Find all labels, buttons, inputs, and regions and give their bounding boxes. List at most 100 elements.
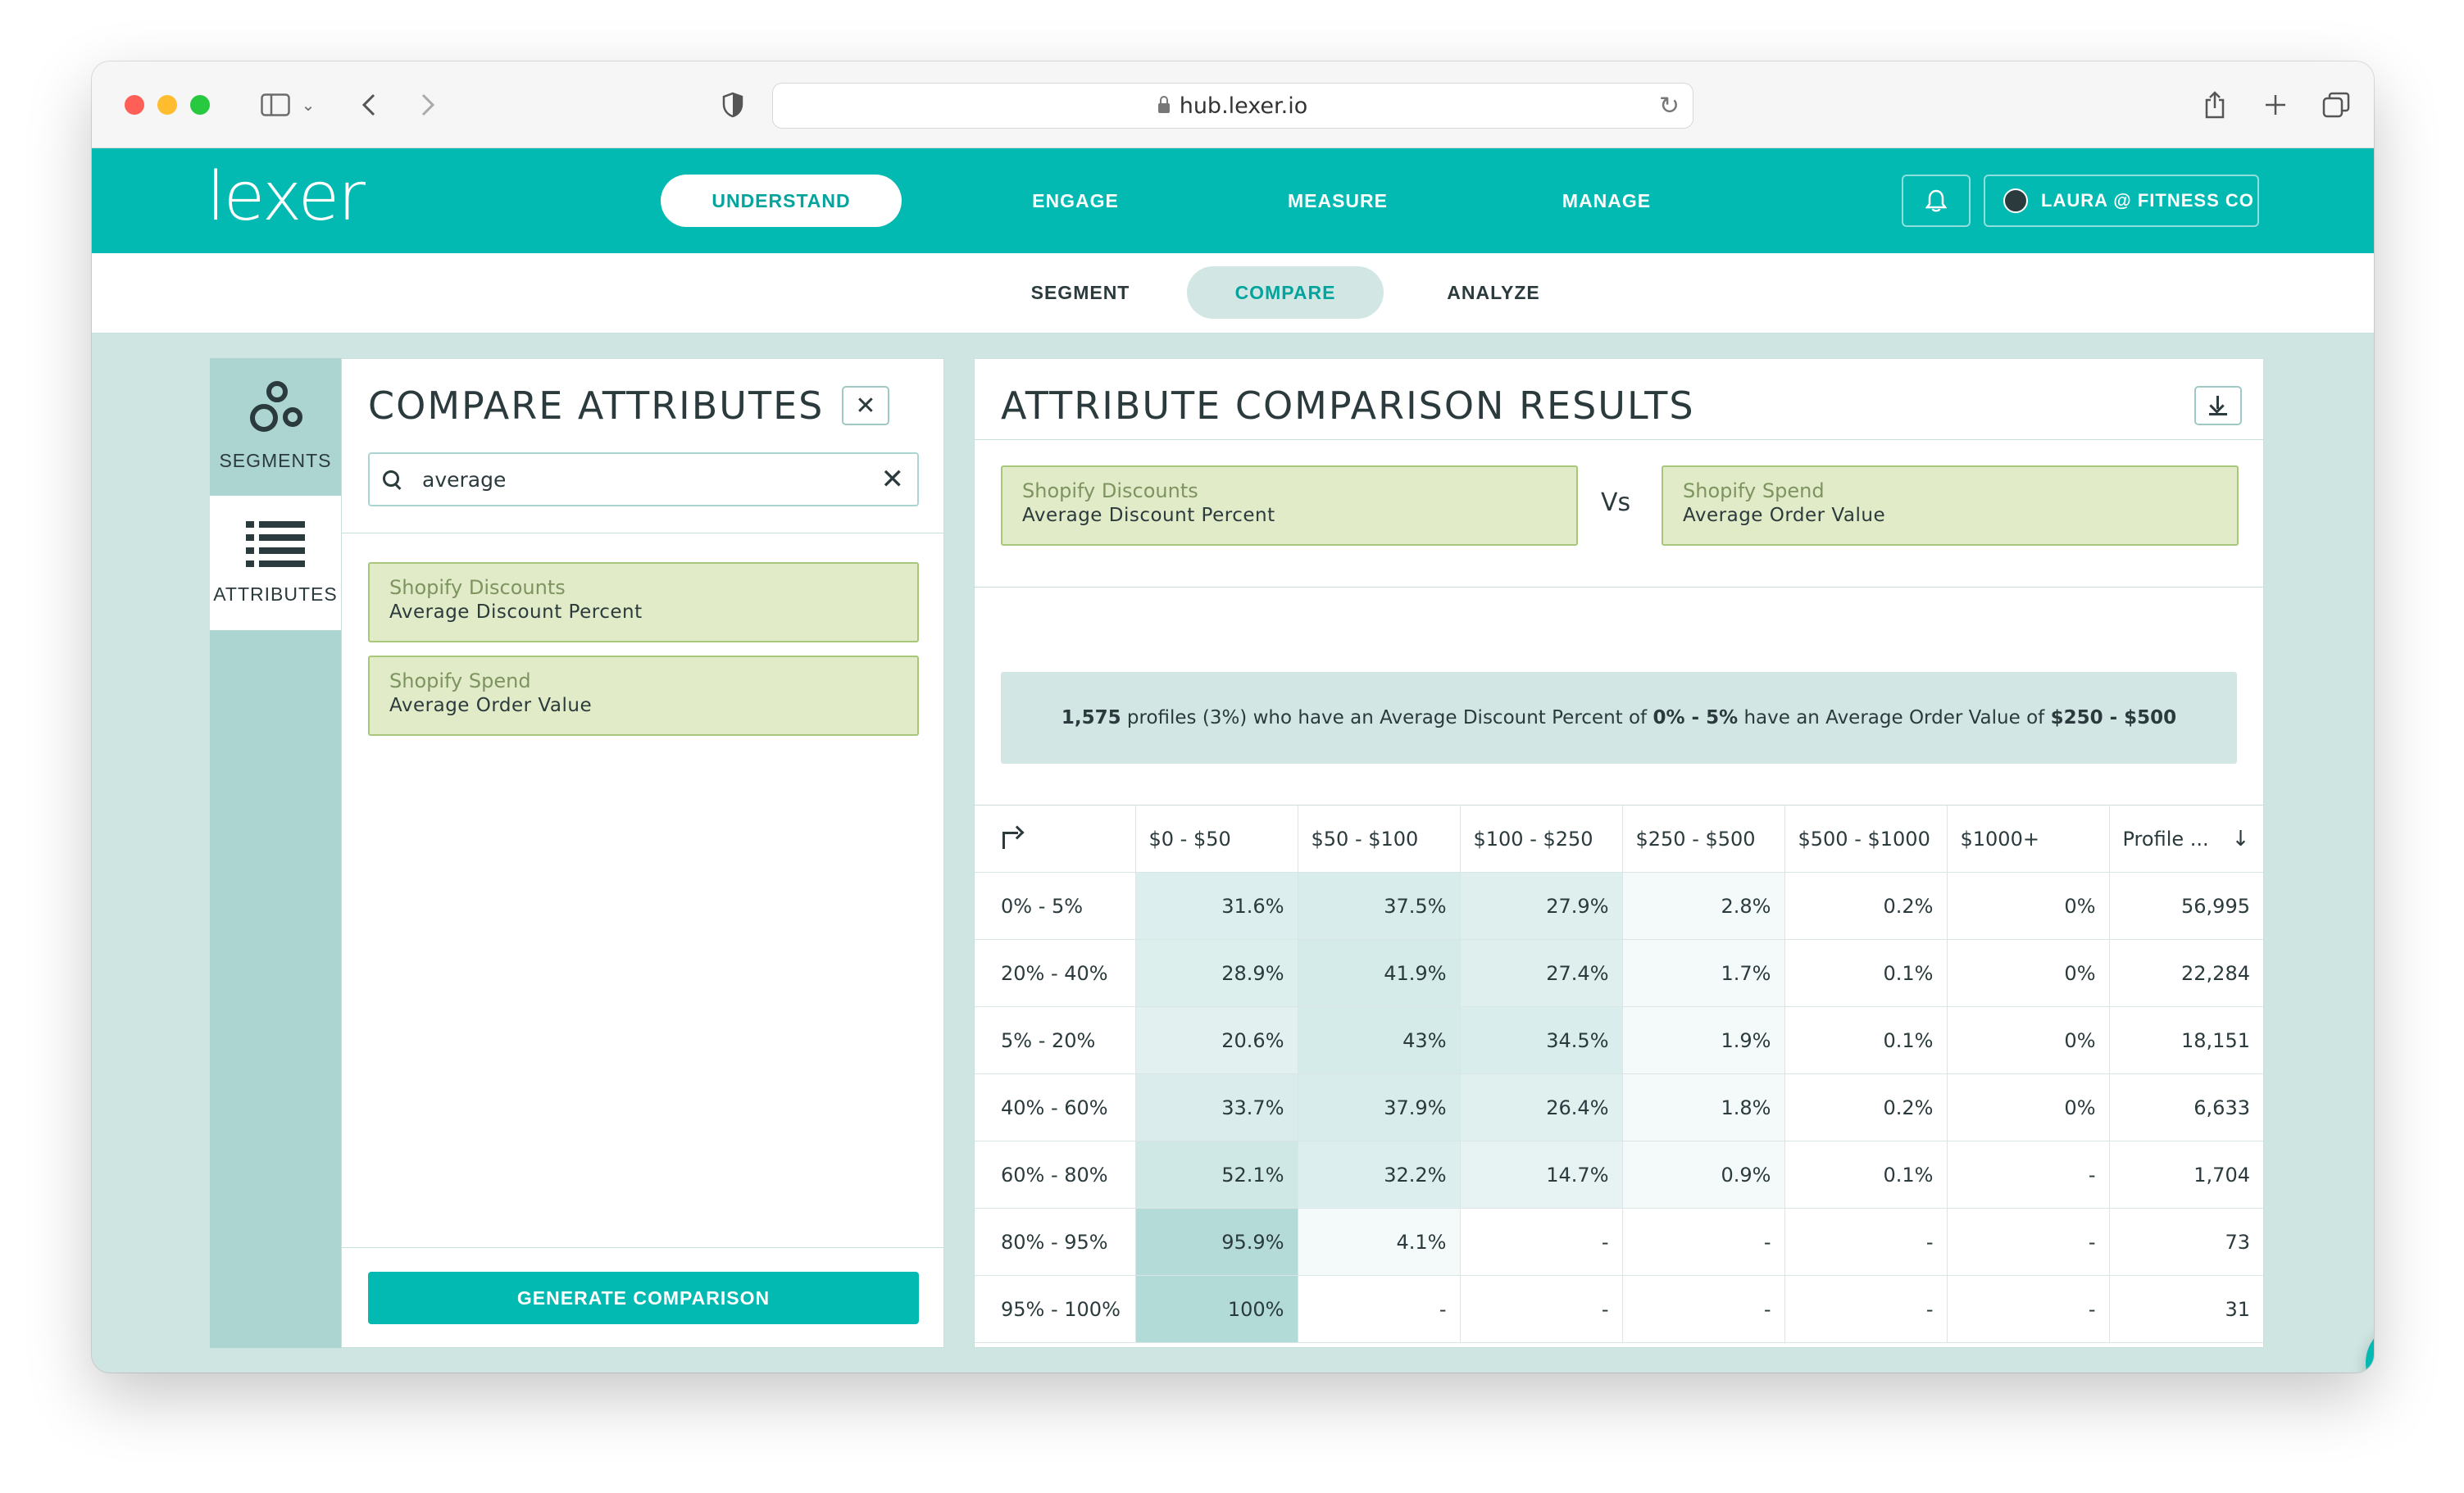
tab-analyze[interactable]: ANALYZE [1447,281,1540,303]
table-cell[interactable]: 0.1% [1784,939,1948,1007]
profile-column-header[interactable]: Profile ... ↓ [2109,805,2263,873]
nav-measure[interactable]: MEASURE [1287,189,1388,211]
table-cell[interactable]: 14.7% [1460,1141,1623,1209]
table-cell[interactable]: 0% [1947,939,2110,1007]
row-label: 95% - 100% [975,1275,1136,1343]
table-cell[interactable]: 37.9% [1298,1073,1461,1141]
sort-down-icon: ↓ [2231,826,2250,851]
column-header[interactable]: $100 - $250 [1460,805,1623,873]
sidebar-toggle-icon[interactable] [256,86,295,124]
table-cell[interactable]: 1.8% [1622,1073,1785,1141]
tab-segment[interactable]: SEGMENT [1030,281,1130,303]
forward-icon[interactable] [411,86,444,124]
table-cell[interactable]: 26.4% [1460,1073,1623,1141]
summary-text: have an Average Order Value of [1738,707,2051,728]
table-cell[interactable]: 31.6% [1135,872,1298,940]
table-cell[interactable]: - [1947,1208,2110,1276]
row-label: 40% - 60% [975,1073,1136,1141]
table-cell[interactable]: 0.2% [1784,872,1948,940]
table-cell[interactable]: - [1622,1275,1785,1343]
close-panel-button[interactable]: ✕ [842,386,889,425]
table-cell[interactable]: 33.7% [1135,1073,1298,1141]
table-cell[interactable]: 4.1% [1298,1208,1461,1276]
divider [975,439,2263,440]
table-cell[interactable]: 41.9% [1298,939,1461,1007]
nav-engage[interactable]: ENGAGE [1032,189,1119,211]
table-cell[interactable]: 1.9% [1622,1006,1785,1074]
back-icon[interactable] [352,86,385,124]
download-button[interactable] [2194,386,2242,425]
row-label: 5% - 20% [975,1006,1136,1074]
user-menu-button[interactable]: LAURA @ FITNESS CO [1984,175,2259,227]
notifications-button[interactable] [1902,175,1971,227]
table-cell[interactable]: - [1298,1275,1461,1343]
summary-text: profiles (3%) who have an Average Discou… [1121,707,1653,728]
generate-comparison-button[interactable]: GENERATE COMPARISON [368,1272,919,1324]
address-bar[interactable]: hub.lexer.io ↻ [772,83,1693,129]
column-header[interactable]: $50 - $100 [1298,805,1461,873]
table-cell[interactable]: 52.1% [1135,1141,1298,1209]
table-cell[interactable]: 0.9% [1622,1141,1785,1209]
table-row: 40% - 60% 33.7% 37.9% 26.4% 1.8% 0.2% 0% 6,633 [975,1073,2263,1141]
summary-range-order: $250 - $500 [2050,707,2177,728]
tab-compare[interactable]: COMPARE [1187,266,1384,319]
chat-support-button[interactable] [2366,1323,2374,1373]
row-label: 0% - 5% [975,872,1136,940]
selected-attribute-card[interactable]: Shopify Discounts Average Discount Perce… [368,562,919,642]
table-cell[interactable]: 95.9% [1135,1208,1298,1276]
table-cell[interactable]: - [1460,1208,1623,1276]
segments-icon [247,379,304,437]
sidebar-item-attributes[interactable]: ATTRIBUTES [210,496,341,630]
column-header[interactable]: $500 - $1000 [1784,805,1948,873]
profile-count-cell: 56,995 [2109,872,2263,940]
table-cell[interactable]: 0% [1947,872,2110,940]
table-cell[interactable]: 0.1% [1784,1141,1948,1209]
table-cell[interactable]: 27.4% [1460,939,1623,1007]
table-cell[interactable]: 27.9% [1460,872,1623,940]
attribute-search-input[interactable]: average ✕ [368,452,919,506]
table-cell[interactable]: 100% [1135,1275,1298,1343]
table-cell[interactable]: 34.5% [1460,1006,1623,1074]
sidebar-item-segments[interactable]: SEGMENTS [210,358,341,492]
profile-count-cell: 31 [2109,1275,2263,1343]
table-cell[interactable]: - [1460,1275,1623,1343]
sidebar-item-label: SEGMENTS [219,449,332,471]
table-cell[interactable]: 2.8% [1622,872,1785,940]
pivot-icon [1001,825,1024,849]
lexer-logo[interactable]: lexer [207,158,366,236]
table-header-row: $0 - $50 $50 - $100 $100 - $250 $250 - $… [975,805,2263,873]
table-cell[interactable]: 37.5% [1298,872,1461,940]
table-cell[interactable]: 32.2% [1298,1141,1461,1209]
nav-manage[interactable]: MANAGE [1562,189,1652,211]
table-cell[interactable]: - [1784,1275,1948,1343]
table-cell[interactable]: - [1947,1275,2110,1343]
shield-icon[interactable] [716,86,749,124]
selected-attribute-card[interactable]: Shopify Spend Average Order Value [368,656,919,736]
table-cell[interactable]: 28.9% [1135,939,1298,1007]
table-cell[interactable]: 0% [1947,1073,2110,1141]
table-cell[interactable]: - [1947,1141,2110,1209]
close-window-button[interactable] [125,95,144,115]
column-header[interactable]: $0 - $50 [1135,805,1298,873]
tab-overview-icon[interactable] [2320,86,2353,124]
column-header[interactable]: $1000+ [1947,805,2110,873]
clear-search-icon[interactable]: ✕ [880,463,905,496]
pivot-button[interactable] [975,805,1136,873]
table-cell[interactable]: 20.6% [1135,1006,1298,1074]
table-cell[interactable]: - [1622,1208,1785,1276]
table-cell[interactable]: 0.2% [1784,1073,1948,1141]
table-cell[interactable]: 43% [1298,1006,1461,1074]
chevron-down-icon[interactable]: ⌄ [301,95,316,115]
table-cell[interactable]: - [1784,1208,1948,1276]
reload-icon[interactable]: ↻ [1658,92,1680,120]
nav-understand[interactable]: UNDERSTAND [661,175,902,227]
maximize-window-button[interactable] [190,95,210,115]
table-cell[interactable]: 0.1% [1784,1006,1948,1074]
minimize-window-button[interactable] [157,95,177,115]
table-row: 60% - 80% 52.1% 32.2% 14.7% 0.9% 0.1% -1,704 [975,1141,2263,1209]
new-tab-icon[interactable] [2259,86,2292,124]
column-header[interactable]: $250 - $500 [1622,805,1785,873]
table-cell[interactable]: 1.7% [1622,939,1785,1007]
share-icon[interactable] [2198,86,2231,124]
table-cell[interactable]: 0% [1947,1006,2110,1074]
